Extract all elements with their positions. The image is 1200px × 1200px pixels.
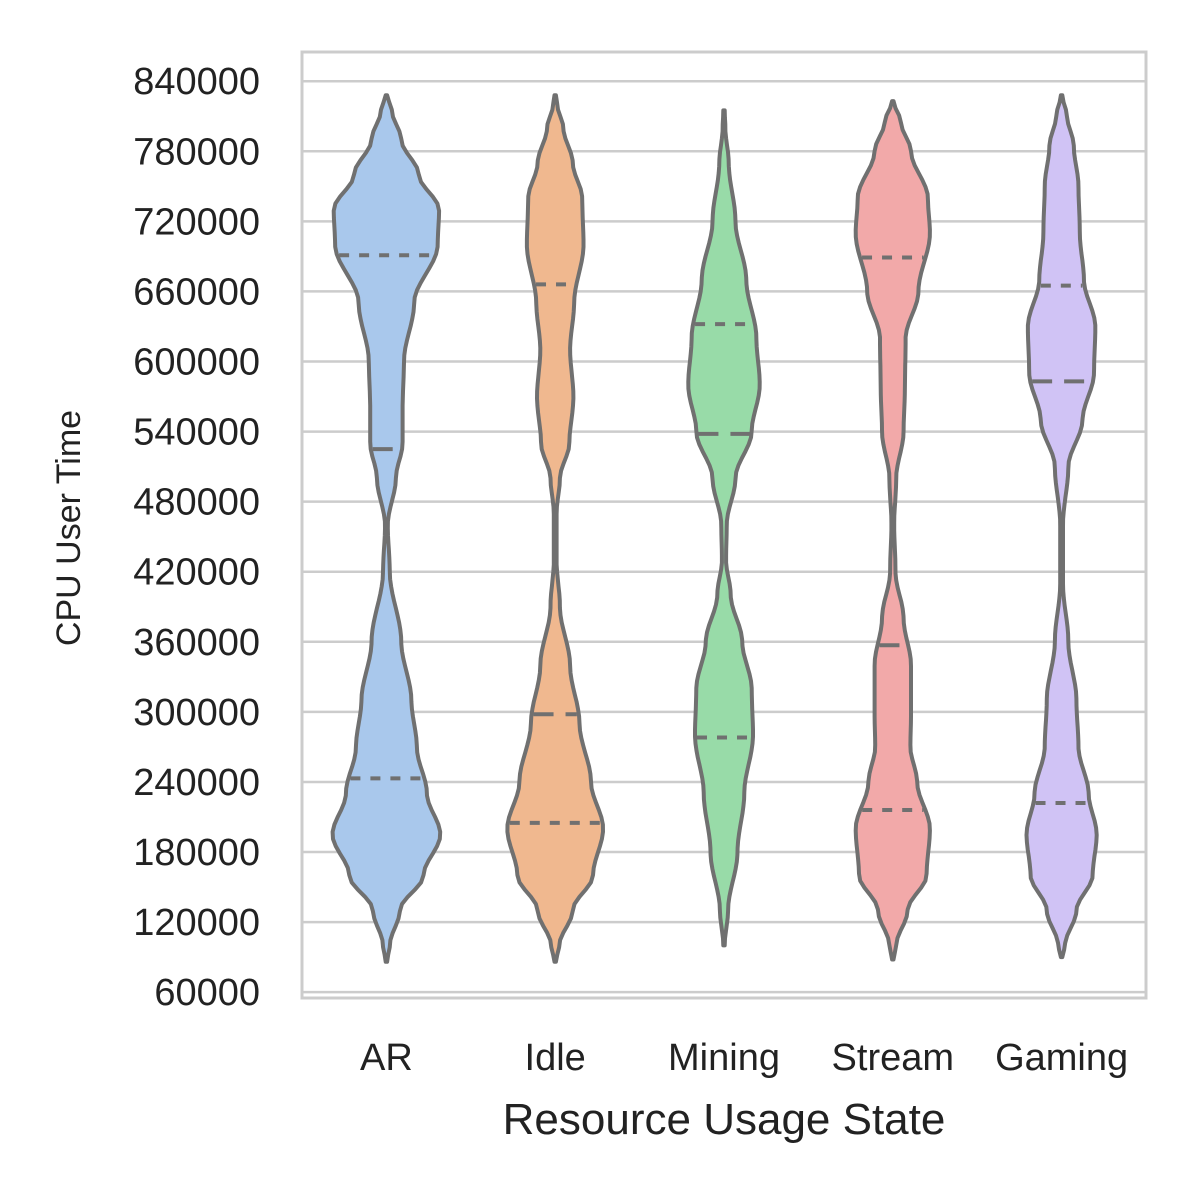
violin-stream	[853, 99, 932, 962]
y-tick-label: 120000	[133, 902, 260, 944]
x-tick-label: Idle	[525, 1037, 586, 1079]
y-tick-label: 300000	[133, 692, 260, 734]
x-tick-label: AR	[360, 1037, 413, 1079]
y-tick-label: 540000	[133, 412, 260, 454]
y-tick-label: 180000	[133, 832, 260, 874]
x-tick-label: Mining	[668, 1037, 780, 1079]
y-tick-label: 420000	[133, 552, 260, 594]
y-tick-label: 720000	[133, 201, 260, 243]
violin-idle	[505, 93, 605, 964]
violin-ar	[330, 93, 443, 964]
x-tick-labels: AR Idle Mining Stream Gaming	[360, 1037, 1128, 1079]
y-tick-label: 780000	[133, 131, 260, 173]
x-axis-title: Resource Usage State	[503, 1095, 946, 1144]
violins	[330, 93, 1099, 964]
y-tick-label: 660000	[133, 271, 260, 313]
x-tick-label: Stream	[832, 1037, 954, 1079]
x-tick-label: Gaming	[995, 1037, 1128, 1079]
y-tick-label: 840000	[133, 61, 260, 103]
violin-gaming	[1024, 93, 1099, 960]
y-tick-label: 360000	[133, 622, 260, 664]
plot-frame	[300, 50, 1148, 1000]
y-tick-label: 60000	[154, 972, 260, 1014]
y-tick-label: 480000	[133, 482, 260, 524]
y-tick-label: 600000	[133, 341, 260, 383]
y-tick-label: 240000	[133, 762, 260, 804]
y-tick-labels: 60000 120000 180000 240000 300000 360000 42000…	[133, 61, 260, 1014]
violin-mining	[686, 108, 762, 948]
y-axis-title: CPU User Time	[50, 410, 88, 646]
